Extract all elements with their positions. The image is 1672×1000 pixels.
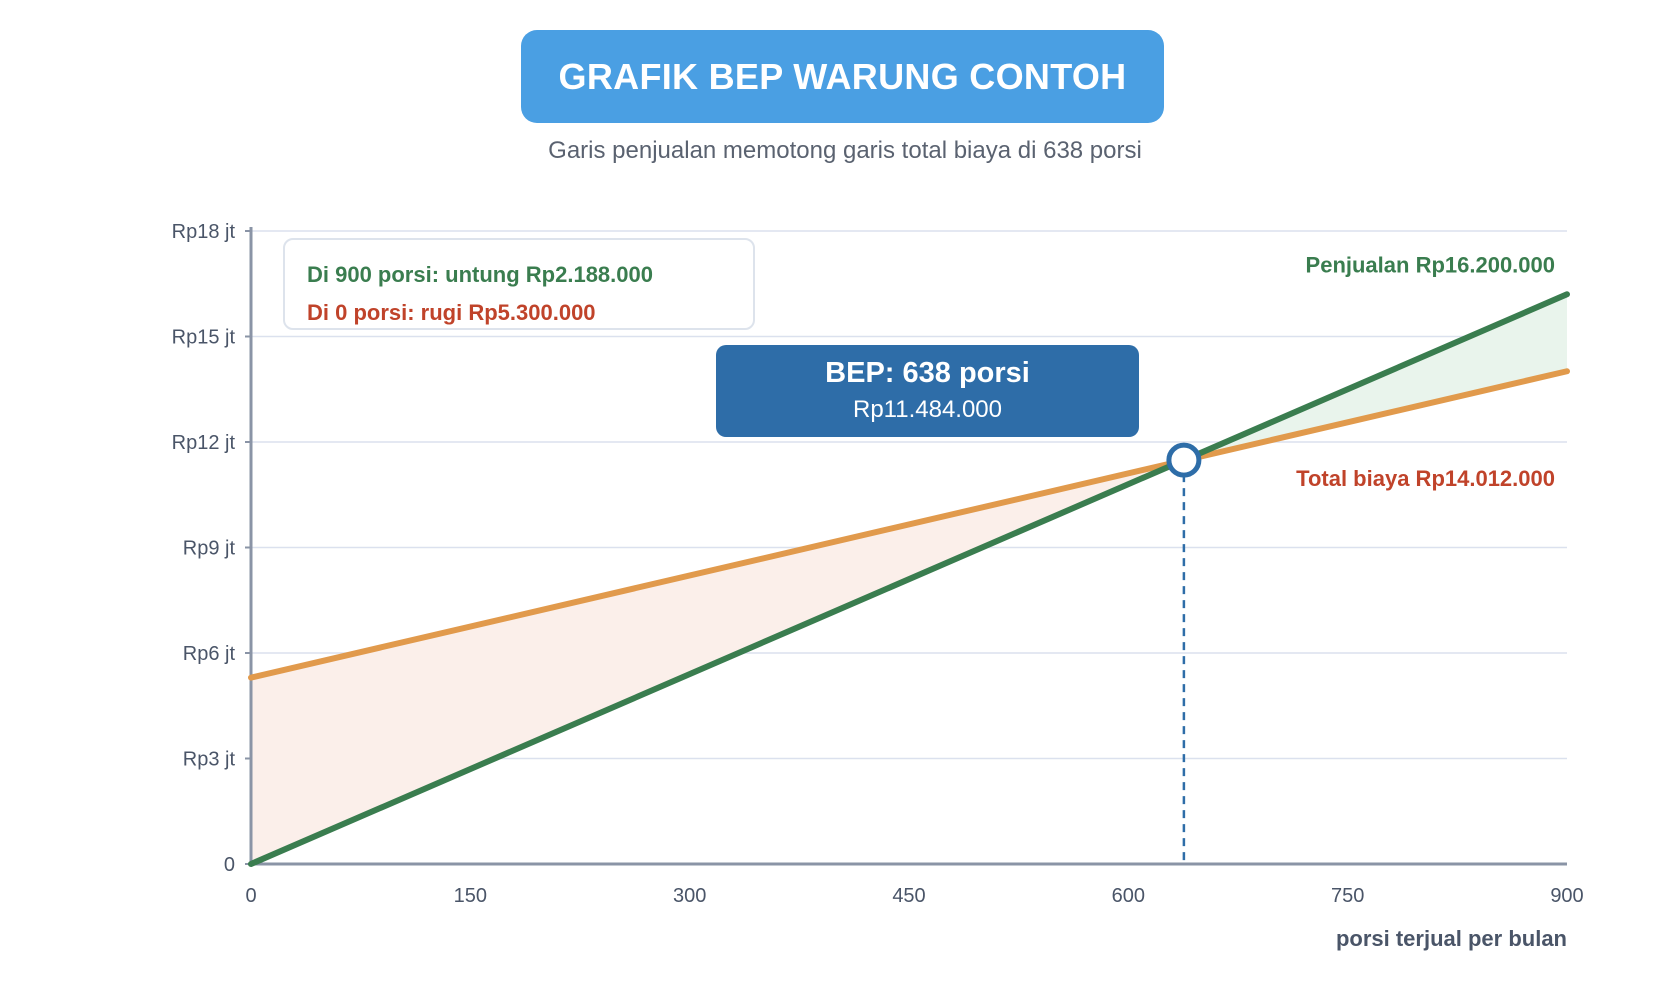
x-axis-label: porsi terjual per bulan	[1336, 926, 1567, 951]
y-tick-label: 0	[224, 854, 235, 876]
chart-title: GRAFIK BEP WARUNG CONTOH	[521, 30, 1164, 123]
y-tick-label: Rp15 jt	[172, 327, 236, 349]
bep-value: Rp11.484.000	[852, 396, 1002, 423]
x-tick-label: 150	[454, 885, 487, 907]
bep-callout: BEP: 638 porsi Rp11.484.000	[716, 345, 1139, 437]
tick-labels: 0 Rp3 jt Rp6 jt Rp9 jt Rp12 jt Rp15 jt Rp18 jt…	[172, 221, 1584, 951]
sales-line-label: Penjualan Rp16.200.000	[1306, 252, 1555, 277]
total-cost-line-label: Total biaya Rp14.012.000	[1296, 466, 1555, 491]
chart-subtitle: Garis penjualan memotong garis total bia…	[548, 137, 1142, 164]
profit-note: Di 900 porsi: untung Rp2.188.000	[307, 262, 653, 287]
x-tick-label: 0	[245, 885, 256, 907]
x-tick-label: 600	[1112, 885, 1145, 907]
bep-point	[1166, 442, 1202, 478]
bep-title: BEP: 638 porsi	[825, 357, 1030, 389]
series-lines: Penjualan Rp16.200.000 Total biaya Rp14.0…	[248, 252, 1570, 867]
y-tick-label: Rp12 jt	[172, 432, 236, 454]
y-tick-label: Rp9 jt	[183, 538, 236, 560]
profit-loss-legend: Di 900 porsi: untung Rp2.188.000 Di 0 po…	[283, 238, 755, 330]
y-tick-label: Rp6 jt	[183, 643, 236, 665]
x-tick-label: 750	[1331, 885, 1364, 907]
x-tick-label: 450	[892, 885, 925, 907]
sales-line	[248, 291, 1570, 867]
bep-marker-group	[1166, 442, 1202, 864]
x-tick-label: 900	[1550, 885, 1583, 907]
y-tick-label: Rp18 jt	[172, 221, 236, 243]
x-tick-label: 300	[673, 885, 706, 907]
total-cost-line	[248, 368, 1570, 681]
y-tick-label: Rp3 jt	[183, 749, 236, 771]
loss-note: Di 0 porsi: rugi Rp5.300.000	[307, 300, 596, 325]
